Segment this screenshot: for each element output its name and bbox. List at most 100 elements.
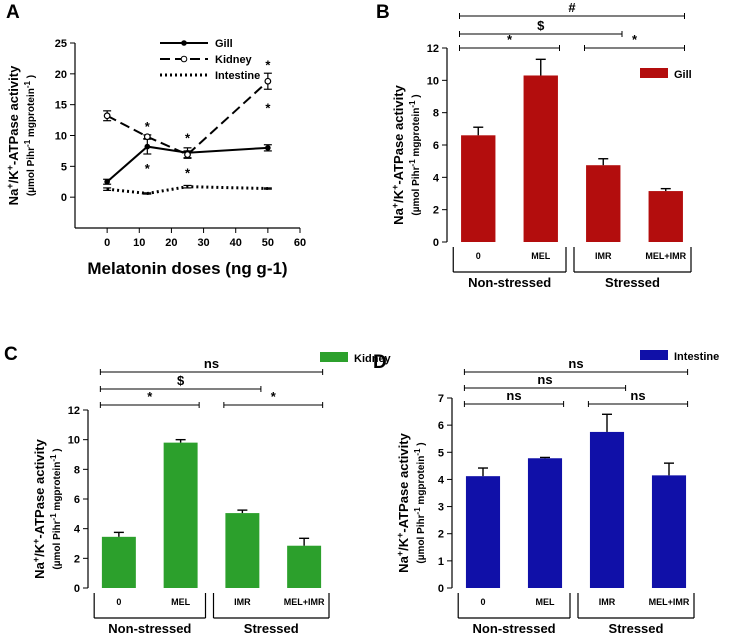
bar-imr — [225, 513, 260, 588]
bar-0 — [461, 135, 496, 242]
y-tick-label: 2 — [433, 205, 439, 217]
data-point — [265, 145, 271, 151]
group-label: Stressed — [605, 275, 660, 290]
x-tick-label: 50 — [262, 237, 274, 249]
panel-b-y-axis-title: Na+/K+-ATPase activity — [390, 84, 406, 224]
panel-a-y-axis-title: Na+/K+-ATPase activity — [5, 65, 21, 205]
significance-marker: * — [145, 161, 151, 176]
legend-marker — [180, 55, 188, 63]
comparison-label: ns — [568, 356, 583, 371]
panel-d-y-axis-title: Na+/K+-ATPase activity — [395, 432, 411, 572]
y-tick-label: 12 — [68, 405, 80, 417]
significance-marker: * — [145, 119, 151, 134]
category-label: IMR — [595, 251, 612, 261]
bar-mel — [527, 458, 563, 588]
legend-swatch — [640, 68, 668, 78]
comparison-label: ns — [204, 356, 219, 371]
bar-mel-imr — [287, 545, 322, 588]
legend-marker — [181, 40, 187, 46]
group-label: Non-stressed — [108, 621, 191, 635]
legend-label: Intestine — [674, 351, 719, 363]
group-label: Stressed — [609, 621, 664, 635]
y-tick-label: 25 — [55, 38, 67, 50]
panel-a-line-chart: A 0 5 10 15 20 25 0 10 20 30 40 50 60 Melatonin doses … — [5, 2, 306, 278]
comparison-label: ns — [630, 388, 645, 403]
y-tick-label: 0 — [61, 192, 67, 204]
y-tick-label: 10 — [68, 435, 80, 447]
comparison-label: * — [507, 32, 513, 47]
y-tick-label: 2 — [438, 529, 444, 541]
bar-mel — [163, 442, 198, 588]
significance-marker: * — [185, 165, 191, 180]
x-tick-label: 40 — [230, 237, 242, 249]
category-label: MEL+IMR — [649, 597, 690, 607]
y-tick-label: 3 — [438, 502, 444, 514]
category-label: MEL — [536, 597, 556, 607]
panel-label: D — [373, 352, 387, 373]
x-tick-label: 30 — [197, 237, 209, 249]
data-point — [264, 77, 272, 85]
group-label: Non-stressed — [473, 621, 556, 635]
data-point — [103, 112, 111, 120]
x-tick-label: 60 — [294, 237, 306, 249]
y-tick-label: 10 — [55, 131, 67, 143]
y-tick-label: 0 — [433, 237, 439, 249]
legend-label: Kidney — [354, 353, 392, 365]
x-tick-label: 20 — [165, 237, 177, 249]
category-label: MEL — [531, 251, 551, 261]
panel-c-y-axis-units: (µmol Pihr-1 mgprotein-1 ) — [49, 448, 64, 569]
category-label: 0 — [476, 251, 481, 261]
comparison-label: * — [147, 389, 153, 404]
panel-b-y-axis-units: (µmol Pihr-1 mgprotein-1 ) — [408, 94, 423, 215]
y-tick-label: 0 — [74, 583, 80, 595]
legend-swatch — [320, 352, 348, 362]
y-tick-label: 1 — [438, 556, 444, 568]
panel-a-y-axis-units: (µmol Pihr-1 mgprotein-1 ) — [23, 75, 38, 196]
category-label: MEL+IMR — [284, 597, 325, 607]
panel-b-gill-bar-chart: B 0 2 4 6 8 10 12 Na+/K+-ATPase activity(µmol Pi… — [376, 0, 692, 290]
legend-label-gill: Gill — [215, 38, 233, 50]
panel-c-y-axis-title: Na+/K+-ATPase activity — [31, 438, 47, 578]
significance-marker: * — [185, 130, 191, 145]
comparison-label: $ — [177, 373, 185, 388]
comparison-label: $ — [537, 18, 545, 33]
bar-0 — [101, 536, 136, 588]
legend-label-kidney: Kidney — [215, 54, 253, 66]
x-tick-label: 0 — [104, 237, 110, 249]
y-tick-label: 0 — [438, 583, 444, 595]
y-tick-label: 10 — [427, 75, 439, 87]
panel-label: C — [4, 344, 18, 365]
data-point — [184, 151, 191, 159]
panel-label: B — [376, 2, 390, 23]
y-tick-label: 4 — [438, 474, 445, 486]
comparison-label: * — [632, 32, 638, 47]
y-tick-label: 7 — [438, 393, 444, 405]
significance-marker: * — [265, 101, 271, 116]
y-tick-label: 4 — [74, 524, 81, 536]
bar-0 — [465, 476, 501, 588]
series-line-kidney — [106, 80, 269, 156]
y-tick-label: 8 — [74, 464, 80, 476]
bar-imr — [586, 165, 621, 242]
bar-mel-imr — [648, 191, 683, 242]
comparison-label: * — [271, 389, 277, 404]
bar-mel-imr — [651, 475, 687, 588]
panel-c-kidney-bar-chart: C 0 2 4 6 8 10 12 Na+/K+-ATPase activity(µmol Pi… — [4, 344, 392, 636]
group-label: Non-stressed — [468, 275, 551, 290]
y-tick-label: 5 — [61, 161, 67, 173]
category-label: MEL — [171, 597, 191, 607]
y-tick-label: 6 — [74, 494, 80, 506]
x-axis-title: Melatonin doses (ng g-1) — [87, 259, 287, 278]
series-line-intestine — [106, 185, 268, 195]
data-point — [104, 178, 110, 185]
group-label: Stressed — [244, 621, 299, 635]
bar-imr — [589, 431, 625, 588]
comparison-label: ns — [537, 372, 552, 387]
data-point — [144, 143, 151, 150]
y-tick-label: 6 — [433, 140, 439, 152]
y-tick-label: 2 — [74, 553, 80, 565]
legend-swatch — [640, 350, 668, 360]
panel-d-y-axis-units: (µmol Pihr-1 mgprotein-1 ) — [413, 442, 428, 563]
y-tick-label: 20 — [55, 69, 67, 81]
